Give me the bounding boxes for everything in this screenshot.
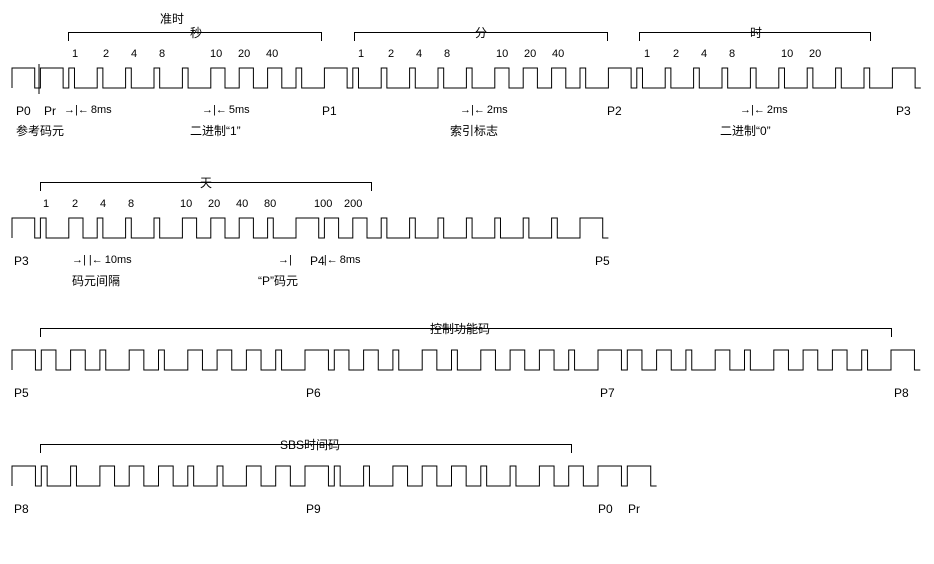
- p5-label-r2: P5: [595, 254, 610, 268]
- p2-label: P2: [607, 104, 622, 118]
- label-sec: 秒: [190, 24, 202, 41]
- bit-s-4: 8: [159, 48, 165, 60]
- pr-label-r4: Pr: [628, 502, 640, 516]
- binary1-label: 二进制“1”: [190, 122, 241, 139]
- arrow-2ms-a: →|←2ms: [460, 104, 508, 116]
- waveform-row1: [10, 64, 924, 104]
- label-hour: 时: [750, 24, 762, 41]
- bit-h-2: 2: [673, 48, 679, 60]
- label-sbs: SBS时间码: [280, 436, 340, 453]
- symbol-gap-label: 码元间隔: [72, 272, 120, 289]
- bit-d-2: 2: [72, 198, 78, 210]
- p6-label: P6: [306, 386, 321, 400]
- p0-label-r4: P0: [598, 502, 613, 516]
- label-ctrl: 控制功能码: [430, 320, 490, 337]
- bit-d-8: 80: [264, 198, 276, 210]
- bit-d-9: 100: [314, 198, 332, 210]
- arrow-8ms: →|←8ms: [64, 104, 112, 116]
- row-2: 天 1 2 4 8 10 20 40 80 100 200 P3 P4 P5 →…: [10, 176, 924, 296]
- label-min: 分: [475, 24, 487, 41]
- bit-h-6: 20: [809, 48, 821, 60]
- waveform-row4: [10, 462, 710, 502]
- arrow-5ms: →|←5ms: [202, 104, 250, 116]
- p9-label: P9: [306, 502, 321, 516]
- bit-s-3: 4: [131, 48, 137, 60]
- p8-label-r4: P8: [14, 502, 29, 516]
- label-on-time: 准时: [160, 10, 184, 27]
- bit-m-3: 4: [416, 48, 422, 60]
- binary0-label: 二进制“0”: [720, 122, 771, 139]
- bit-s-7: 40: [266, 48, 278, 60]
- bit-d-7: 40: [236, 198, 248, 210]
- bit-h-1: 1: [644, 48, 650, 60]
- waveform-row2: [10, 214, 710, 254]
- bit-s-5: 10: [210, 48, 222, 60]
- irig-timecode-diagram: 准时 秒 分 时 1 2 4 8 10 20 40 1 2 4 8 10 20 …: [10, 10, 924, 528]
- bit-m-4: 8: [444, 48, 450, 60]
- bit-s-6: 20: [238, 48, 250, 60]
- arrow-8ms-r2: →| |←8ms: [278, 254, 361, 266]
- p3-label: P3: [896, 104, 911, 118]
- bit-d-3: 4: [100, 198, 106, 210]
- bit-m-7: 40: [552, 48, 564, 60]
- waveform-row3: [10, 346, 924, 386]
- arrow-10ms: →| |←10ms: [72, 254, 132, 266]
- p5-label-r3: P5: [14, 386, 29, 400]
- bit-s-1: 1: [72, 48, 78, 60]
- row-4: SBS时间码 P8 P9 P0 Pr: [10, 438, 924, 528]
- row-1: 准时 秒 分 时 1 2 4 8 10 20 40 1 2 4 8 10 20 …: [10, 10, 924, 150]
- arrow-2ms-b: →|←2ms: [740, 104, 788, 116]
- bit-m-6: 20: [524, 48, 536, 60]
- bit-m-1: 1: [358, 48, 364, 60]
- bit-h-3: 4: [701, 48, 707, 60]
- bit-m-2: 2: [388, 48, 394, 60]
- ref-symbol-label: 参考码元: [16, 122, 64, 139]
- p0-label: P0: [16, 104, 31, 118]
- bit-d-6: 20: [208, 198, 220, 210]
- bit-d-4: 8: [128, 198, 134, 210]
- label-day: 天: [200, 174, 212, 191]
- bit-d-10: 200: [344, 198, 362, 210]
- bit-d-5: 10: [180, 198, 192, 210]
- p8-label-r3: P8: [894, 386, 909, 400]
- bit-d-1: 1: [43, 198, 49, 210]
- bit-m-5: 10: [496, 48, 508, 60]
- pr-label: Pr: [44, 104, 56, 118]
- index-mark-label: 索引标志: [450, 122, 498, 139]
- p7-label: P7: [600, 386, 615, 400]
- bit-h-5: 10: [781, 48, 793, 60]
- p3-label-r2: P3: [14, 254, 29, 268]
- bit-h-4: 8: [729, 48, 735, 60]
- p-symbol-label: “P”码元: [258, 272, 298, 289]
- bit-s-2: 2: [103, 48, 109, 60]
- p1-label: P1: [322, 104, 337, 118]
- row-3: 控制功能码 P5 P6 P7 P8: [10, 322, 924, 412]
